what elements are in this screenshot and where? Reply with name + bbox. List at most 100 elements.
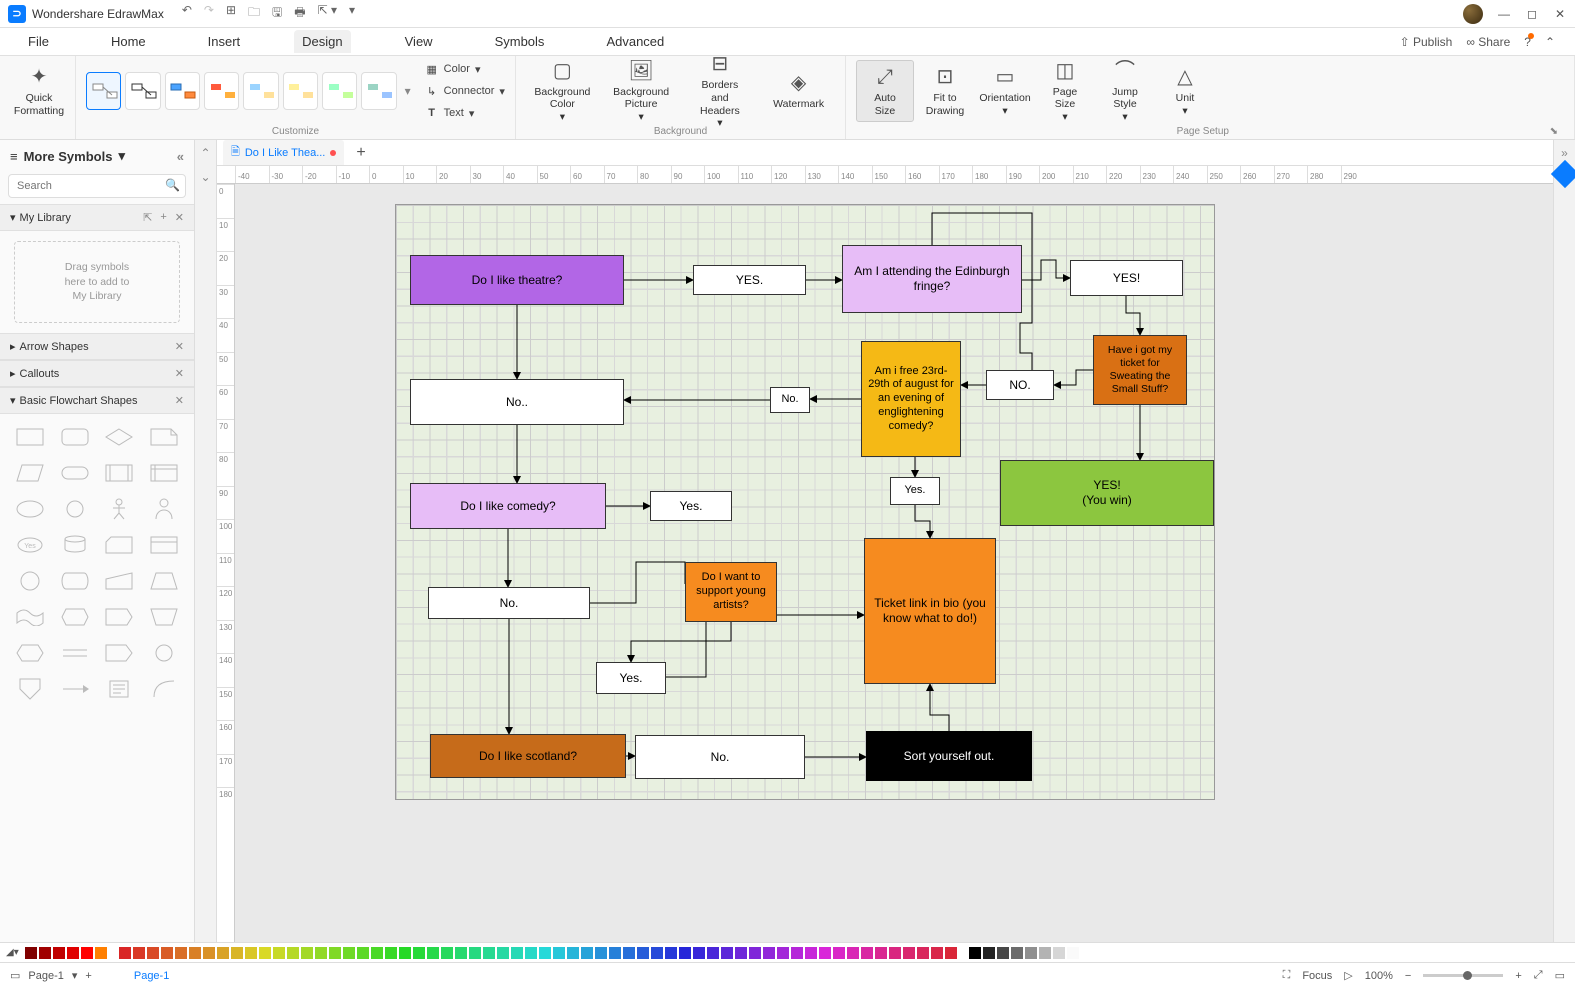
shape-ellipse[interactable] (12, 496, 49, 522)
print-icon[interactable]: 🖶 (294, 3, 305, 24)
color-swatch[interactable] (1067, 947, 1079, 959)
color-swatch[interactable] (203, 947, 215, 959)
shape-rect[interactable] (12, 424, 49, 450)
shape-manual-input[interactable] (101, 568, 138, 594)
save-icon[interactable]: 🖫 (272, 3, 282, 24)
page-dropdown-icon[interactable]: ▾ (72, 969, 78, 982)
menu-view[interactable]: View (397, 30, 441, 53)
help-button[interactable]: ? (1524, 35, 1531, 49)
color-swatch[interactable] (343, 947, 355, 959)
color-swatch[interactable] (875, 947, 887, 959)
flow-node[interactable]: No. (428, 587, 590, 619)
color-swatch[interactable] (413, 947, 425, 959)
theme-5[interactable] (243, 72, 278, 110)
expand-icon2[interactable]: ⌄ (200, 170, 210, 184)
color-swatch[interactable] (945, 947, 957, 959)
color-swatch[interactable] (217, 947, 229, 959)
theme-1[interactable] (86, 72, 121, 110)
color-swatch[interactable] (119, 947, 131, 959)
flow-node[interactable]: Do I want to support young artists? (685, 562, 777, 622)
page-list-icon[interactable]: ▭ (10, 969, 20, 982)
library-dropzone[interactable]: Drag symbols here to add to My Library (14, 241, 180, 323)
new-icon[interactable]: ⊞ (226, 3, 236, 24)
undo-icon[interactable]: ↶ (182, 3, 192, 24)
color-swatch[interactable] (385, 947, 397, 959)
shape-circle3[interactable] (146, 640, 183, 666)
color-swatch[interactable] (623, 947, 635, 959)
shape-diamond[interactable] (101, 424, 138, 450)
shape-cylinder-side[interactable] (57, 568, 94, 594)
color-swatch[interactable] (637, 947, 649, 959)
color-swatch[interactable] (847, 947, 859, 959)
color-swatch[interactable] (469, 947, 481, 959)
shape-predefined[interactable] (101, 460, 138, 486)
flow-node[interactable]: Am I attending the Edinburgh fringe? (842, 245, 1022, 313)
color-swatch[interactable] (133, 947, 145, 959)
flow-node[interactable]: Sort yourself out. (866, 731, 1032, 781)
color-swatch[interactable] (707, 947, 719, 959)
theme-7[interactable] (322, 72, 357, 110)
color-swatch[interactable] (1011, 947, 1023, 959)
color-swatch[interactable] (889, 947, 901, 959)
color-swatch[interactable] (441, 947, 453, 959)
shape-wave[interactable] (12, 604, 49, 630)
bg-color-button[interactable]: ▢Background Color▾ (533, 60, 591, 122)
color-swatch[interactable] (595, 947, 607, 959)
color-swatch[interactable] (861, 947, 873, 959)
color-swatch[interactable] (455, 947, 467, 959)
bg-picture-button[interactable]: 🖼Background Picture▾ (612, 60, 670, 122)
color-swatch[interactable] (1053, 947, 1065, 959)
color-swatch[interactable] (581, 947, 593, 959)
flow-node[interactable]: No.. (410, 379, 624, 425)
expand-right-icon[interactable]: » (1561, 146, 1568, 160)
flow-node[interactable]: Do I like comedy? (410, 483, 606, 529)
flow-node[interactable]: Am i free 23rd-29th of august for an eve… (861, 341, 961, 457)
redo-icon[interactable]: ↷ (204, 3, 214, 24)
color-swatch[interactable] (763, 947, 775, 959)
section-my-library[interactable]: ▾ My Library⇱+✕ (0, 204, 194, 231)
color-swatch[interactable] (231, 947, 243, 959)
color-swatch[interactable] (189, 947, 201, 959)
color-swatch[interactable] (749, 947, 761, 959)
focus-button[interactable]: Focus (1302, 970, 1332, 982)
color-swatch[interactable] (819, 947, 831, 959)
jump-style-button[interactable]: ⌒Jump Style▾ (1096, 60, 1154, 122)
auto-size-button[interactable]: ⤢Auto Size (856, 60, 914, 122)
color-swatch[interactable] (357, 947, 369, 959)
drawing-canvas[interactable]: Do I like theatre?YES.Am I attending the… (235, 184, 1553, 942)
color-swatch[interactable] (245, 947, 257, 959)
color-swatch[interactable] (81, 947, 93, 959)
minimize-button[interactable]: — (1497, 7, 1511, 21)
color-swatch[interactable] (983, 947, 995, 959)
color-swatch[interactable] (969, 947, 981, 959)
section-callouts[interactable]: ▸ Callouts✕ (0, 360, 194, 387)
shape-card[interactable] (101, 532, 138, 558)
theme-4[interactable] (204, 72, 239, 110)
color-swatch[interactable] (259, 947, 271, 959)
flow-node[interactable]: NO. (986, 370, 1054, 400)
color-swatch[interactable] (609, 947, 621, 959)
section-basic-flowchart[interactable]: ▾ Basic Flowchart Shapes✕ (0, 387, 194, 414)
page-size-button[interactable]: ◫Page Size▾ (1036, 60, 1094, 122)
color-swatch[interactable] (525, 947, 537, 959)
color-swatch[interactable] (679, 947, 691, 959)
fullscreen-icon[interactable]: ⛶ (1283, 969, 1291, 982)
lib-add-icon[interactable]: + (160, 211, 166, 224)
menu-insert[interactable]: Insert (200, 30, 249, 53)
color-swatch[interactable] (427, 947, 439, 959)
connector-dropdown[interactable]: ↳Connector ▾ (425, 81, 505, 101)
flow-node[interactable]: Do I like scotland? (430, 734, 626, 778)
menu-design[interactable]: Design (294, 30, 350, 53)
shape-annotation[interactable] (101, 676, 138, 702)
color-swatch[interactable] (1025, 947, 1037, 959)
flow-node[interactable]: YES! (1070, 260, 1183, 296)
shape-hexagon[interactable] (12, 640, 49, 666)
drawing-page[interactable]: Do I like theatre?YES.Am I attending the… (395, 204, 1215, 800)
theme-2[interactable] (125, 72, 160, 110)
fit-drawing-button[interactable]: ⊡Fit to Drawing (916, 60, 974, 122)
color-swatch[interactable] (39, 947, 51, 959)
color-swatch[interactable] (399, 947, 411, 959)
color-swatch[interactable] (735, 947, 747, 959)
unit-button[interactable]: △Unit▾ (1156, 60, 1214, 122)
theme-more-icon[interactable]: ▾ (401, 84, 415, 98)
